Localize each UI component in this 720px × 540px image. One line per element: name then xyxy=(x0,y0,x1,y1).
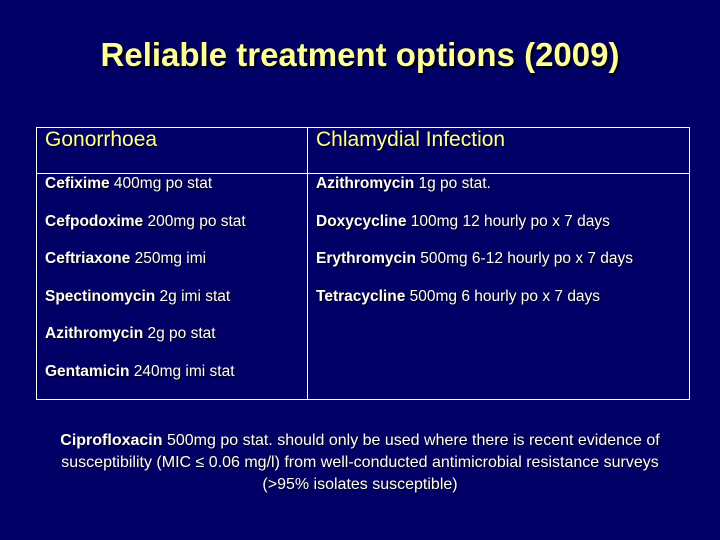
drug-name: Tetracycline xyxy=(316,287,406,305)
drug-dose: 1g po stat. xyxy=(414,175,491,192)
table-body-row: Cefixime 400mg po stat Cefpodoxime 200mg… xyxy=(36,173,690,400)
drug-dose: 2g imi stat xyxy=(155,287,231,305)
list-item: Cefixime 400mg po stat xyxy=(45,174,299,193)
gonorrhoea-cell: Cefixime 400mg po stat Cefpodoxime 200mg… xyxy=(36,173,308,400)
drug-dose: 200mg po stat xyxy=(143,212,246,230)
drug-name: Cefixime xyxy=(45,175,110,192)
ciprofloxacin-note: Ciprofloxacin 500mg po stat. should only… xyxy=(44,430,676,496)
drug-name: Cefpodoxime xyxy=(45,212,144,230)
drug-dose: 240mg imi stat xyxy=(129,362,235,380)
list-item: Spectinomycin 2g imi stat xyxy=(45,287,299,306)
list-item: Ceftriaxone 250mg imi xyxy=(45,249,299,268)
list-item: Gentamicin 240mg imi stat xyxy=(45,362,299,381)
treatment-table: Gonorrhoea Chlamydial Infection Cefixime… xyxy=(36,127,690,400)
chlamydia-cell: Azithromycin 1g po stat. Doxycycline 100… xyxy=(307,173,690,400)
header-gonorrhoea: Gonorrhoea xyxy=(36,127,308,174)
drug-name: Azithromycin xyxy=(316,175,415,192)
drug-dose: 2g po stat xyxy=(143,325,216,342)
drug-name: Doxycycline xyxy=(316,212,407,230)
note-drug-name: Ciprofloxacin xyxy=(60,432,163,449)
list-item: Erythromycin 500mg 6-12 hourly po x 7 da… xyxy=(316,249,681,268)
drug-name: Gentamicin xyxy=(45,362,130,380)
drug-dose: 250mg imi xyxy=(130,250,207,267)
drug-dose: 500mg 6-12 hourly po x 7 days xyxy=(415,250,634,267)
list-item: Doxycycline 100mg 12 hourly po x 7 days xyxy=(316,212,681,231)
list-item: Azithromycin 1g po stat. xyxy=(316,174,681,193)
drug-dose: 400mg po stat xyxy=(109,175,213,192)
drug-dose: 500mg 6 hourly po x 7 days xyxy=(405,287,601,305)
slide-title: Reliable treatment options (2009) xyxy=(100,36,620,73)
list-item: Tetracycline 500mg 6 hourly po x 7 days xyxy=(316,287,681,306)
drug-name: Azithromycin xyxy=(45,325,144,342)
drug-name: Ceftriaxone xyxy=(45,250,131,267)
list-item: Azithromycin 2g po stat xyxy=(45,324,299,343)
drug-name: Erythromycin xyxy=(316,250,416,267)
table-header-row: Gonorrhoea Chlamydial Infection xyxy=(36,127,690,174)
list-item: Cefpodoxime 200mg po stat xyxy=(45,212,299,231)
drug-dose: 100mg 12 hourly po x 7 days xyxy=(406,212,610,230)
header-chlamydial-infection: Chlamydial Infection xyxy=(307,127,690,174)
note-text: 500mg po stat. should only be used where… xyxy=(61,432,660,493)
drug-name: Spectinomycin xyxy=(45,287,156,305)
